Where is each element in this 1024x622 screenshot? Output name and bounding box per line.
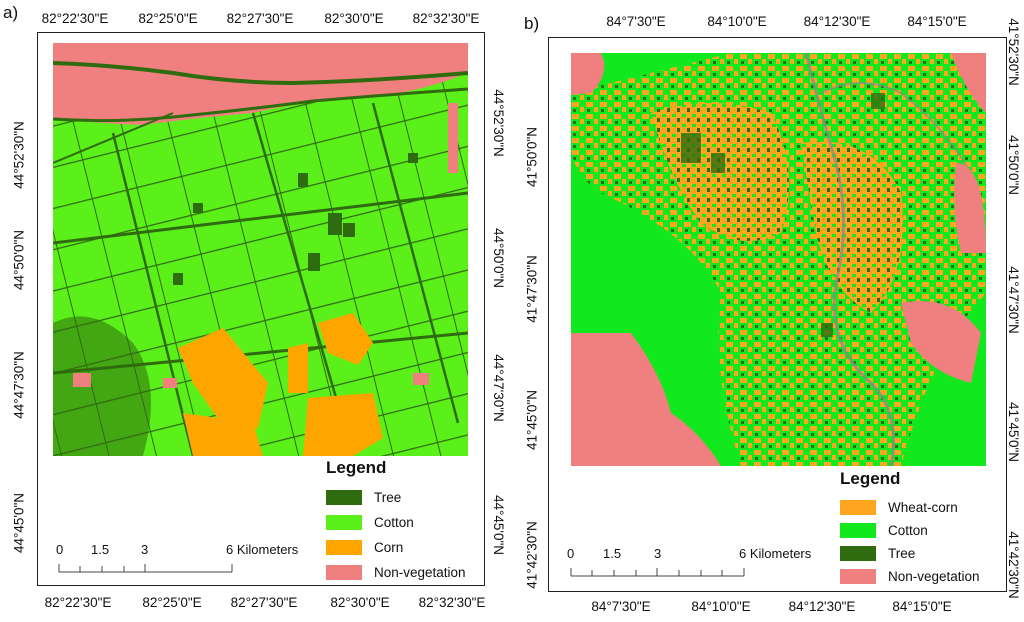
legend-item-tree: Tree [840,544,915,562]
panel-a-bottom-tick: 82°25'0"E [142,595,202,610]
panel-b-top-tick: 84°7'30"E [606,14,666,29]
panel-b-left-tick: 41°42'30"N [524,521,540,589]
panel-b-bottom-tick: 84°10'0"E [691,599,751,614]
panel-b-map[interactable] [571,53,986,466]
panel-b-right-tick: 41°50'0"N [1005,134,1021,196]
panel-a-left-tick: 44°52'30"N [11,121,27,189]
panel-a-top-tick: 82°27'30"E [226,11,294,26]
legend-label: Wheat-corn [888,499,958,515]
legend-swatch [326,564,362,580]
panel-a-label: a) [3,3,19,22]
legend-item-cotton: Cotton [326,513,414,531]
panel-a-right-tick: 44°47'30"N [490,354,506,422]
scale-label: 0 [56,542,64,557]
panel-b-bottom-tick: 84°7'30"E [591,599,651,614]
panel-a-left-tick: 44°50'0"N [11,229,27,291]
panel-a-bottom-tick: 82°27'30"E [230,595,298,610]
scale-label: 3 [141,542,149,557]
legend-label: Cotton [374,514,414,530]
scale-bar-graphic [570,568,745,577]
panel-a-map[interactable] [53,43,468,456]
panel-a-legend-title: Legend [326,458,387,477]
panel-b-right-tick: 41°45'0"N [1005,401,1021,463]
legend-item-non-vegetation: Non-vegetation [326,563,466,581]
panel-b-top-tick: 84°10'0"E [707,14,767,29]
legend-label: Tree [374,489,402,505]
scale-label: 6 Kilometers [739,546,812,561]
panel-b-bottom-tick: 84°12'30"E [788,599,856,614]
panel-a-top-tick: 82°25'0"E [138,11,198,26]
panel-b-left-tick: 41°47'30"N [524,255,540,323]
panel-a-right-tick: 44°52'30"N [490,89,506,157]
panel-a-top-tick: 82°30'0"E [324,11,384,26]
panel-b-left-tick: 41°45'0"N [524,389,540,451]
panel-a-left-tick: 44°45'0"N [11,492,27,554]
legend-swatch [326,489,362,505]
legend-item-corn: Corn [326,538,403,556]
panel-b-top-tick: 84°15'0"E [907,14,967,29]
panel-b-left-tick: 41°50'0"N [524,126,540,188]
panel-a-right-tick: 44°50'0"N [490,227,506,289]
scale-label: 0 [567,546,575,561]
panel-a-top-tick: 82°32'30"E [412,11,480,26]
panel-a-bottom-tick: 82°32'30"E [418,595,486,610]
scale-label: 1.5 [91,542,110,557]
legend-item-cotton: Cotton [840,521,928,539]
scale-label: 3 [654,546,662,561]
legend-item-non-vegetation: Non-vegetation [840,567,980,585]
legend-item-wheat-corn: Wheat-corn [840,498,958,516]
legend-item-tree: Tree [326,488,401,506]
scale-label: 6 Kilometers [226,542,299,557]
legend-label: Cotton [888,522,928,538]
legend-swatch [840,522,876,538]
panel-b-bottom-tick: 84°15'0"E [892,599,952,614]
legend-swatch [326,514,362,530]
legend-label: Non-vegetation [374,564,466,580]
panel-b-top-tick: 84°12'30"E [803,14,871,29]
panel-a-right-tick: 44°45'0"N [490,494,506,556]
legend-label: Corn [374,539,404,555]
panel-b-label: b) [524,14,540,33]
legend-label: Non-vegetation [888,568,980,584]
legend-label: Tree [888,545,916,561]
panel-a-bottom-tick: 82°22'30"E [44,595,112,610]
panel-b-right-tick: 41°47'30"N [1005,266,1021,334]
panel-a-bottom-tick: 82°30'0"E [330,595,390,610]
panel-b-right-tick: 41°42'30"N [1005,531,1021,599]
panel-a-top-tick: 82°22'30"E [41,11,109,26]
legend-swatch [326,539,362,555]
scale-bar-graphic [58,564,233,573]
legend-swatch [840,499,876,515]
panel-a-left-tick: 44°47'30"N [11,351,27,419]
scale-label: 1.5 [603,546,622,561]
panel-b-legend-title: Legend [840,469,901,488]
panel-b-map-svg [571,53,986,466]
legend-swatch [840,568,876,584]
panel-b-right-tick: 41°52'30"N [1005,18,1021,86]
panel-a-map-svg [53,43,468,456]
legend-swatch [840,545,876,561]
